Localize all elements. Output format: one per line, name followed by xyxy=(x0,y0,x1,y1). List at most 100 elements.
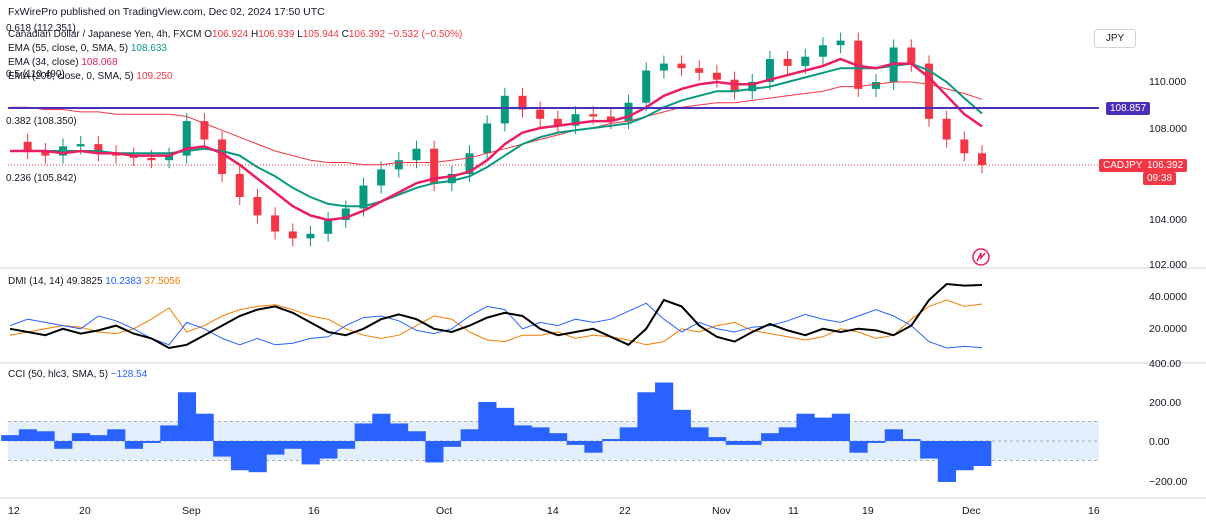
candle-body xyxy=(589,114,598,117)
symbol-name: Canadian Dollar / Japanese Yen, 4h, FXCM xyxy=(8,29,202,40)
candle-body xyxy=(483,123,492,154)
cci-bar xyxy=(89,435,108,441)
cci-bar xyxy=(884,429,903,441)
cci-bar xyxy=(566,441,585,445)
price-axis[interactable]: 110.000 108.000 104.000 102.000 xyxy=(1149,76,1187,271)
candle-body xyxy=(500,95,509,124)
dmi-minus-line xyxy=(9,299,983,346)
candle-body xyxy=(41,151,50,156)
dmi-tick: 20.0000 xyxy=(1149,323,1187,335)
candle-body xyxy=(924,63,933,119)
ema200-value: 109.250 xyxy=(136,71,173,82)
ohlc-high-label: H xyxy=(250,29,259,40)
cci-bar xyxy=(831,413,850,441)
ohlc-close: 106.392 xyxy=(348,29,386,40)
fib-382-label: 0.382 (108.350) xyxy=(6,116,77,127)
time-tick: 12 xyxy=(8,505,20,517)
cci-bar xyxy=(920,441,939,459)
time-tick: 22 xyxy=(619,505,631,517)
cci-bar xyxy=(637,392,656,441)
cci-bar xyxy=(672,409,691,441)
candle-body xyxy=(341,208,350,220)
candle-body xyxy=(235,174,244,197)
cci-bar xyxy=(743,441,762,445)
cci-bar xyxy=(142,441,161,443)
fib-5-label: 0.5 (110.490) xyxy=(6,69,65,80)
ohlc-open-label: O xyxy=(204,29,213,40)
price-tick: 110.000 xyxy=(1149,76,1186,88)
cci-bar xyxy=(478,402,497,441)
candle-body xyxy=(712,72,721,80)
dmi-plus-line xyxy=(9,302,983,349)
cci-tick: −200.00 xyxy=(1149,476,1187,488)
cci-bar xyxy=(354,423,373,441)
time-tick: 14 xyxy=(547,505,559,517)
candle-body xyxy=(253,197,262,216)
candle-body xyxy=(553,118,562,126)
candle-body xyxy=(94,144,103,154)
price-tick: 108.000 xyxy=(1149,123,1187,135)
currency-button[interactable]: JPY xyxy=(1094,29,1136,48)
dmi-axis[interactable]: 40.0000 20.0000 xyxy=(1149,291,1187,335)
time-axis[interactable]: 12 20 Sep 16 Oct 14 22 Nov 11 19 Dec 16 xyxy=(8,505,1100,517)
fib-618-label: 0.618 (112.351) xyxy=(6,23,76,34)
cci-legend[interactable]: CCI (50, hlc3, SMA, 5) −128.54 xyxy=(8,369,147,381)
candle-body xyxy=(288,231,297,239)
dmi-legend[interactable]: DMI (14, 14) 49.3825 10.2383 37.5056 xyxy=(8,276,180,288)
ema200-legend[interactable]: EMA (200, close, 0, SMA, 5) 109.250 xyxy=(8,71,173,83)
cci-bar xyxy=(584,441,603,453)
cci-bar xyxy=(602,439,621,441)
candle-body xyxy=(377,169,386,186)
hline-price-tag: 108.857 xyxy=(1106,102,1151,115)
candle-body xyxy=(748,82,757,92)
candle-body xyxy=(324,220,333,234)
cci-bar xyxy=(407,431,426,441)
cci-bar xyxy=(814,417,833,441)
cci-bar xyxy=(442,441,462,447)
cci-bar xyxy=(531,427,550,441)
cci-bar xyxy=(177,392,197,441)
fib-labels: 0.618 (112.351) 0.5 (110.490) 0.382 (108… xyxy=(6,23,77,184)
cci-bar xyxy=(372,413,391,441)
ema55-value: 108.633 xyxy=(130,43,167,54)
ema55-legend[interactable]: EMA (55, close, 0, SMA, 5) 108.633 xyxy=(8,43,167,55)
ema34-label: EMA (34, close) xyxy=(8,57,79,68)
cci-bar xyxy=(796,413,815,441)
cci-bar xyxy=(213,441,232,457)
symbol-legend[interactable]: Canadian Dollar / Japanese Yen, 4h, FXCM… xyxy=(8,29,462,41)
candle-body xyxy=(960,139,969,154)
ema200-label: EMA (200, close, 0, SMA, 5) xyxy=(8,71,134,82)
ema34-legend[interactable]: EMA (34, close) 108.068 xyxy=(8,57,118,69)
cci-bar xyxy=(107,429,126,441)
candle-body xyxy=(642,70,651,103)
dmi-adx-line xyxy=(9,282,983,350)
candle-body xyxy=(430,148,439,184)
alert-icon[interactable] xyxy=(972,248,990,266)
cci-bar xyxy=(1,435,20,441)
cci-bar xyxy=(955,441,974,471)
cci-bar xyxy=(513,425,532,441)
ohlc-high: 106.939 xyxy=(258,29,295,40)
candle-body xyxy=(518,95,527,110)
cci-bar xyxy=(230,441,250,471)
candle-body xyxy=(783,59,792,66)
ema55-label: EMA (55, close, 0, SMA, 5) xyxy=(8,43,129,54)
candle-body xyxy=(306,233,315,239)
cci-bar xyxy=(973,441,992,467)
cci-tick: 200.00 xyxy=(1149,397,1181,409)
price-tick: 104.000 xyxy=(1149,214,1187,226)
ohlc-open: 106.924 xyxy=(212,29,249,40)
cci-bar xyxy=(708,437,727,441)
time-tick: Dec xyxy=(962,505,981,517)
cci-bar xyxy=(336,441,356,449)
candle-body xyxy=(942,118,951,140)
cci-bar xyxy=(549,433,568,441)
cci-value: −128.54 xyxy=(110,369,148,380)
cci-axis[interactable]: 400.00 200.00 0.00 −200.00 xyxy=(1149,358,1187,488)
candle-body xyxy=(147,157,156,161)
countdown-tag: 09:38 xyxy=(1143,172,1177,185)
cci-bar xyxy=(778,427,797,441)
cci-bar xyxy=(937,441,956,482)
candle-body xyxy=(659,63,668,71)
ema34-line xyxy=(10,57,983,222)
